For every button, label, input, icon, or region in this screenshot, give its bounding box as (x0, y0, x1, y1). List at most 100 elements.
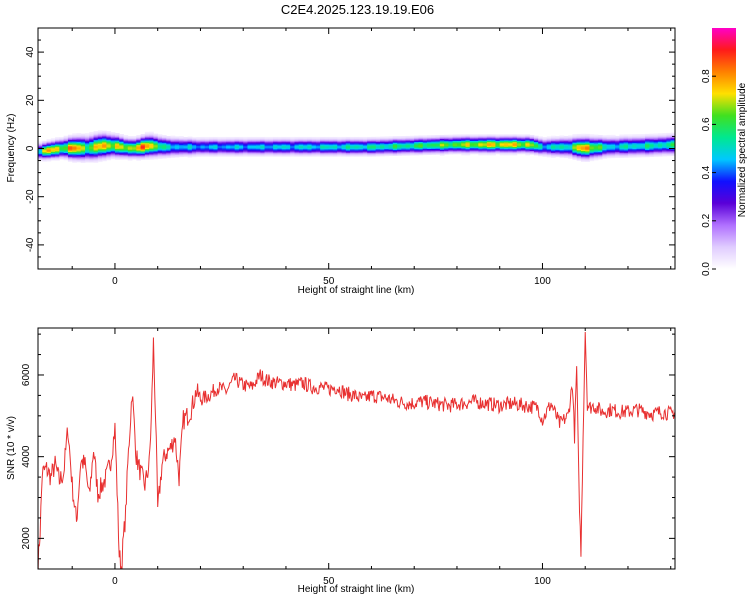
spectrogram-cell (285, 142, 291, 145)
spectrogram-cell (414, 146, 419, 149)
spectrogram-cell (161, 141, 167, 143)
spectrogram-cell (602, 136, 607, 139)
spectrogram-cell (444, 150, 449, 153)
spectrogram-cell (234, 153, 240, 156)
spectrogram-cell (414, 153, 419, 156)
spectrogram-cell (670, 137, 675, 140)
spectrogram-cell (444, 149, 449, 151)
spectrogram-cell (657, 133, 663, 135)
spectrogram-cell (234, 136, 240, 139)
spectrogram-cell (384, 147, 389, 149)
spectrogram-cell (435, 141, 441, 143)
spectrogram-cell (546, 141, 552, 143)
spectrogram-cell (63, 152, 69, 155)
spectrogram-cell (572, 140, 578, 142)
spectrogram-cell (298, 140, 304, 143)
spectrogram-cell (452, 135, 458, 138)
spectrogram-cell (290, 136, 295, 139)
spectrogram-cell (247, 146, 253, 149)
spectrogram-cell (444, 139, 449, 142)
spectrogram-cell (59, 140, 65, 143)
spectrogram-cell (213, 153, 218, 156)
spectrogram-cell (97, 155, 103, 158)
spectrogram-cell (264, 138, 270, 140)
spectrogram-cell (59, 154, 65, 156)
spectrogram-cell (132, 136, 137, 138)
spectrogram-cell (187, 147, 193, 150)
spectrogram-cell (623, 136, 629, 139)
spectrogram-cell (572, 144, 578, 147)
spectrogram-cell (157, 139, 163, 141)
spectrogram-cell (465, 136, 471, 139)
spectrogram-cell (555, 154, 560, 156)
spectrogram-cell (93, 135, 99, 138)
spectrogram-cell (551, 148, 556, 151)
spectrogram-cell (106, 139, 112, 141)
spectrogram-cell (85, 135, 90, 138)
spectrogram-cell (298, 153, 304, 156)
spectrogram-cell (551, 135, 556, 138)
spectrogram-cell (615, 151, 620, 154)
spectrogram-cell (76, 147, 82, 150)
spectrogram-cell (397, 138, 402, 141)
spectrogram-cell (114, 151, 120, 153)
spectrogram-cell (529, 143, 535, 145)
spectrogram-cell (649, 151, 655, 154)
spectrogram-cell (230, 155, 236, 157)
spectrogram-cell (533, 151, 539, 153)
spectrogram-cell (645, 148, 650, 150)
spectrogram-cell (136, 155, 142, 158)
spectrogram-cell (196, 146, 201, 149)
spectrogram-cell (474, 148, 479, 151)
spectrogram-cell (546, 153, 552, 155)
spectrogram-cell (362, 140, 368, 143)
spectrogram-cell (486, 152, 492, 155)
spectrogram-cell (585, 156, 590, 159)
spectrogram-cell (238, 138, 244, 140)
spectrogram-cell (213, 155, 218, 157)
spectrogram-cell (589, 153, 595, 156)
spectrogram-cell (127, 145, 133, 148)
snr-frame (37, 327, 676, 570)
spectrogram-cell (666, 153, 672, 155)
spectrogram-cell (478, 148, 484, 151)
spectrogram-cell (431, 135, 436, 137)
spectrogram-cell (59, 145, 65, 148)
spectrogram-cell (251, 150, 257, 152)
spectrogram-cell (670, 143, 675, 146)
spectrogram-cell (170, 139, 176, 141)
spectrogram-cell (328, 140, 334, 143)
spectrogram-cell (439, 143, 445, 145)
spectrogram-cell (80, 145, 86, 148)
spectrogram-cell (273, 147, 278, 150)
spectrogram-cell (85, 140, 90, 143)
spectrogram-cell (76, 145, 82, 147)
spectrogram-cell (50, 141, 56, 144)
spectrogram-cell (521, 145, 526, 147)
spectrogram-cell (636, 148, 642, 151)
spectrogram-cell (204, 153, 210, 156)
spectrogram-cell (80, 134, 86, 137)
spectrogram-cell (345, 147, 351, 150)
spectrogram-cell (495, 141, 501, 144)
spectrogram-cell (568, 149, 573, 152)
spectrogram-cell (89, 151, 94, 153)
spectrogram-cell (166, 155, 171, 157)
spectrogram-cell (127, 138, 133, 141)
spectrogram-cell (431, 147, 436, 149)
spectrogram-cell (307, 139, 313, 141)
spectrogram-cell (559, 148, 565, 151)
spectrogram-cell (521, 138, 526, 140)
spectrogram-cell (525, 152, 531, 155)
spectrogram-cell (123, 151, 129, 154)
spectrogram-cell (572, 155, 578, 158)
spectrogram-cell (657, 136, 663, 139)
spectrogram-cell (533, 145, 539, 147)
x-tick-label: 0 (112, 576, 118, 587)
spectrogram-cell (580, 155, 586, 158)
spectrogram-cell (337, 142, 342, 145)
spectrogram-cell (593, 143, 599, 145)
spectrogram-cell (307, 150, 313, 152)
spectrogram-cell (221, 140, 227, 143)
spectrogram-cell (328, 152, 334, 155)
